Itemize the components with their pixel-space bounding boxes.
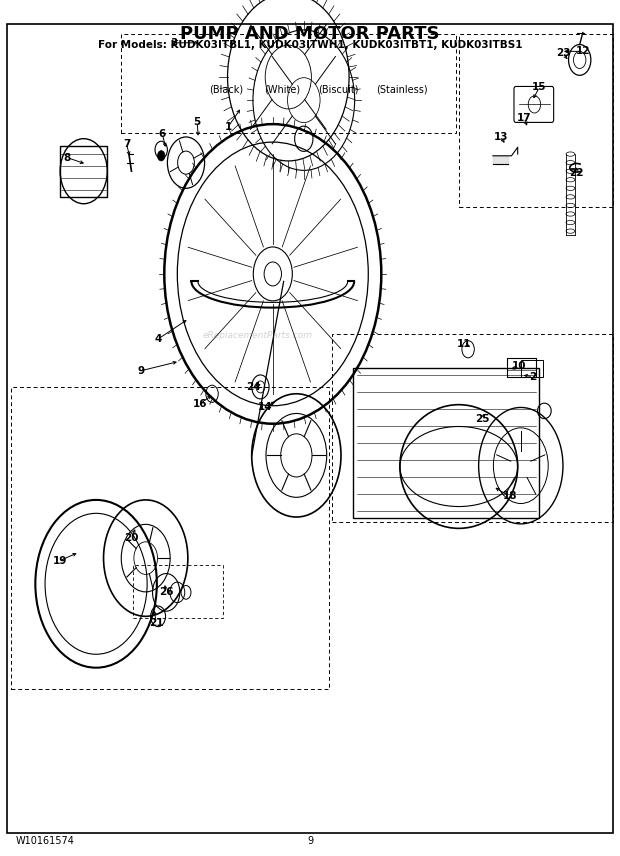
Text: 8: 8 [63, 152, 71, 163]
Text: 26: 26 [159, 587, 174, 597]
Text: 15: 15 [532, 82, 547, 92]
Bar [121, 34, 456, 133]
Text: 14: 14 [258, 401, 273, 412]
Bar [521, 360, 542, 377]
Text: 25: 25 [475, 414, 490, 425]
Text: 3: 3 [170, 38, 177, 48]
Text: 23: 23 [556, 48, 570, 58]
Polygon shape [493, 156, 508, 164]
Text: 24: 24 [246, 382, 260, 392]
Text: 19: 19 [52, 556, 67, 566]
Text: 13: 13 [494, 132, 508, 142]
Text: 16: 16 [192, 399, 207, 409]
Bar [507, 358, 536, 377]
Bar [133, 565, 223, 618]
Text: (Stainless): (Stainless) [376, 84, 428, 94]
Text: 12: 12 [575, 46, 590, 56]
Text: 17: 17 [516, 113, 531, 123]
Text: 4: 4 [154, 334, 162, 344]
Text: 20: 20 [124, 532, 139, 543]
Text: 6: 6 [159, 129, 166, 140]
Bar [459, 34, 613, 207]
Bar [332, 334, 613, 522]
Text: 10: 10 [512, 361, 527, 372]
Text: (Black): (Black) [209, 84, 244, 94]
Text: (White): (White) [264, 84, 300, 94]
Bar [11, 387, 329, 689]
Text: 9: 9 [307, 835, 313, 846]
Text: eReplacementParts.com: eReplacementParts.com [202, 331, 312, 340]
Text: For Models: KUDK03ITBL1, KUDK03ITWH1, KUDK03ITBT1, KUDK03ITBS1: For Models: KUDK03ITBL1, KUDK03ITWH1, KU… [98, 39, 522, 50]
Text: 7: 7 [123, 139, 130, 149]
Text: 9: 9 [138, 366, 145, 376]
Text: 18: 18 [502, 491, 517, 502]
Text: PUMP AND MOTOR PARTS: PUMP AND MOTOR PARTS [180, 25, 440, 44]
Text: 21: 21 [149, 618, 164, 628]
Text: W10161574: W10161574 [16, 835, 74, 846]
Bar [60, 146, 107, 197]
Text: 11: 11 [456, 339, 471, 349]
Text: 22: 22 [569, 168, 584, 178]
Text: (Biscuit): (Biscuit) [317, 84, 358, 94]
Text: 5: 5 [193, 117, 201, 128]
Circle shape [157, 151, 165, 161]
Text: 2: 2 [529, 372, 537, 382]
Bar [353, 368, 539, 518]
Text: 1: 1 [224, 122, 232, 132]
